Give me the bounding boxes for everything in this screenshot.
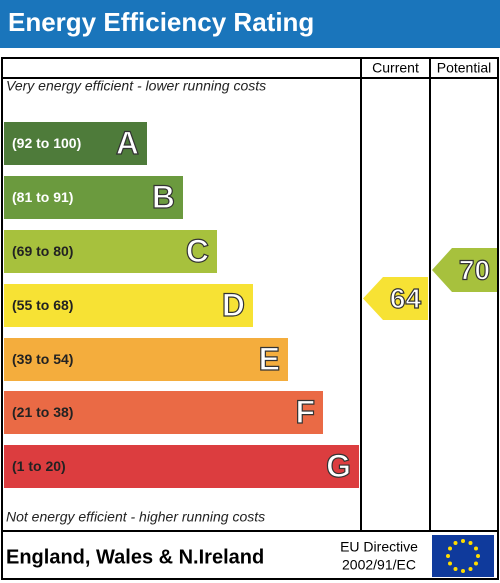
bottom-note: Not energy efficient - higher running co… xyxy=(6,509,265,525)
star xyxy=(468,541,473,546)
band xyxy=(4,445,359,488)
band-letter: C xyxy=(186,233,209,269)
band-range: (69 to 80) xyxy=(12,243,73,259)
band xyxy=(4,338,288,381)
band-range: (39 to 54) xyxy=(12,351,73,367)
star xyxy=(461,539,465,543)
frame xyxy=(1,57,499,580)
band xyxy=(4,176,183,219)
band-letter: A xyxy=(116,125,139,161)
current-arrow xyxy=(363,277,428,320)
star xyxy=(476,554,480,558)
potential-value: 70 xyxy=(459,254,490,285)
directive: 2002/91/EC xyxy=(342,557,416,573)
band-letter: B xyxy=(152,179,175,215)
band xyxy=(4,122,147,165)
directive: EU Directive xyxy=(340,539,418,555)
band xyxy=(4,391,323,434)
top-note: Very energy efficient - lower running co… xyxy=(6,78,266,94)
title-bar xyxy=(0,0,500,48)
band-range: (92 to 100) xyxy=(12,135,81,151)
band xyxy=(4,230,217,273)
title: Energy Efficiency Rating xyxy=(8,7,314,37)
star xyxy=(448,561,453,566)
star xyxy=(473,561,478,566)
star xyxy=(448,546,453,551)
band-letter: G xyxy=(326,448,351,484)
band xyxy=(4,284,253,327)
current-value: 64 xyxy=(390,283,422,314)
band-range: (55 to 68) xyxy=(12,297,73,313)
column-header: Current xyxy=(372,60,419,76)
star xyxy=(468,566,473,571)
band-range: (81 to 91) xyxy=(12,189,73,205)
column-header: Potential xyxy=(437,60,491,76)
star xyxy=(453,566,458,571)
band-range: (1 to 20) xyxy=(12,458,66,474)
star xyxy=(453,541,458,546)
band-letter: D xyxy=(222,287,245,323)
star xyxy=(446,554,450,558)
eu-stars xyxy=(446,539,480,573)
band-range: (21 to 38) xyxy=(12,404,73,420)
star xyxy=(473,546,478,551)
band-letter: E xyxy=(259,341,280,377)
band-letter: F xyxy=(295,394,315,430)
potential-arrow xyxy=(432,248,497,292)
star xyxy=(461,569,465,573)
region: England, Wales & N.Ireland xyxy=(6,546,264,568)
